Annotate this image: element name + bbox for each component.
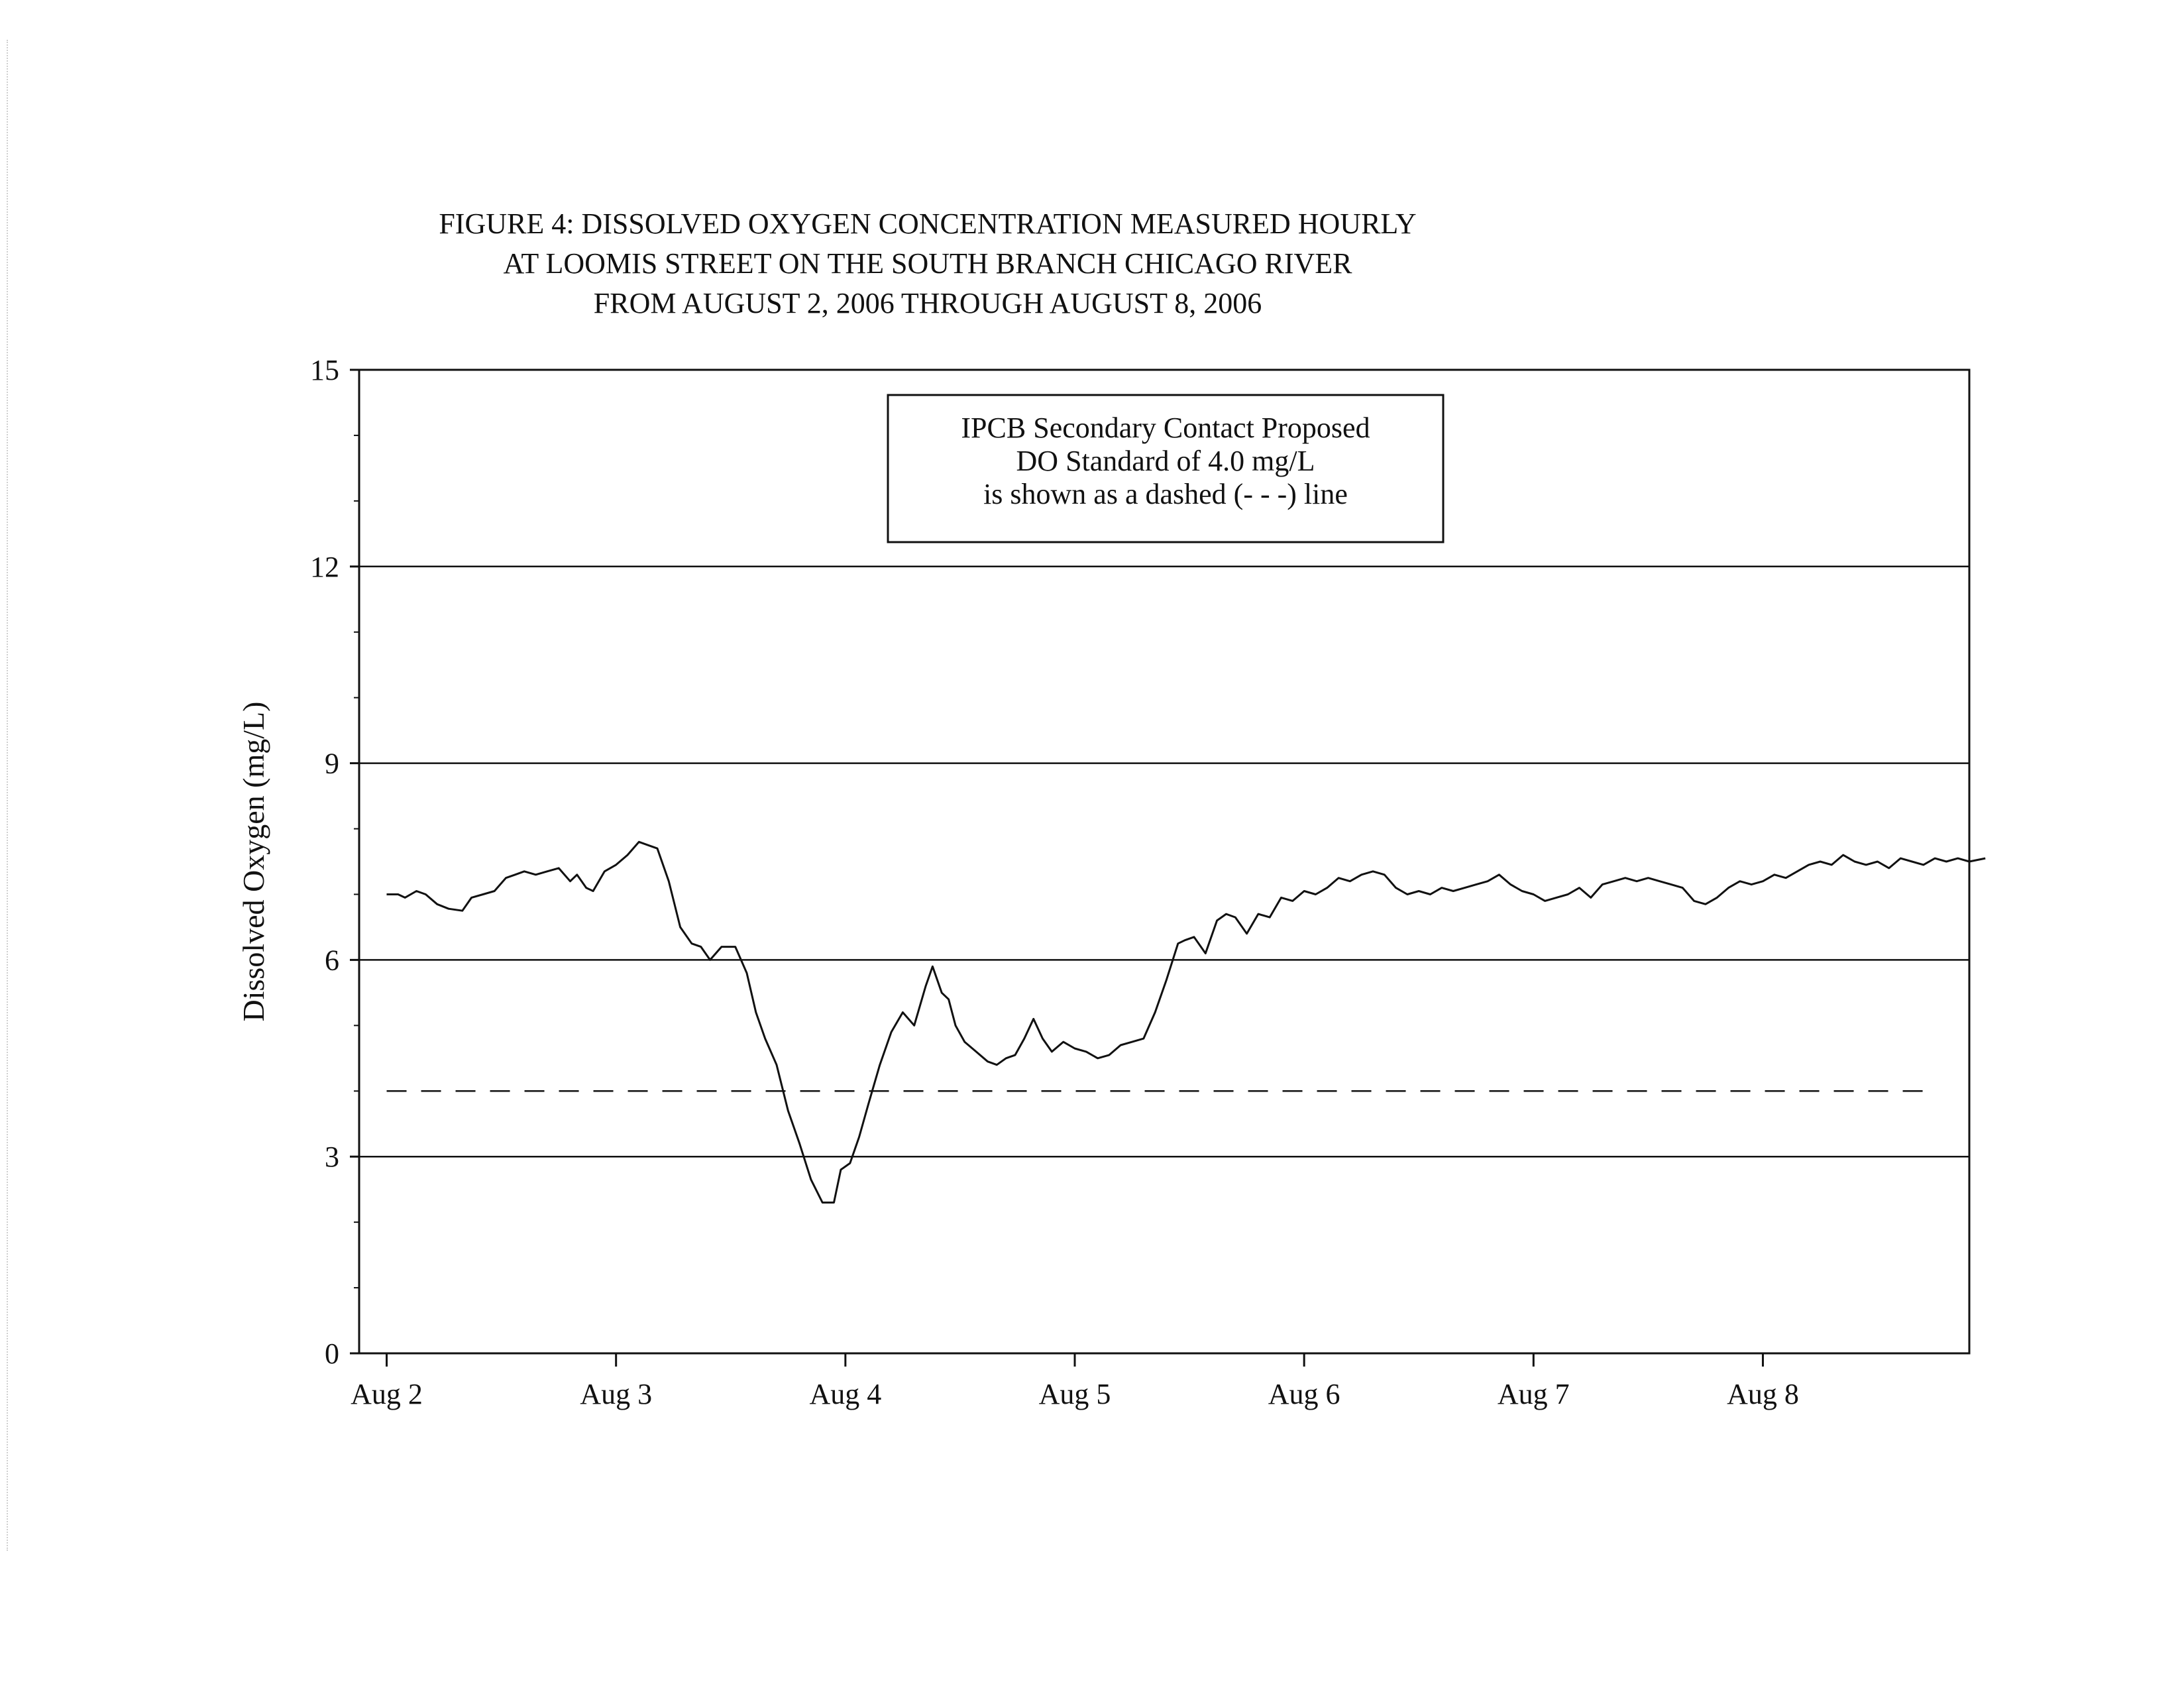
series-layer — [386, 840, 1986, 1204]
x-tick-label: Aug 6 — [1268, 1378, 1340, 1410]
x-tick-label: Aug 5 — [1039, 1378, 1111, 1410]
y-tick-label: 9 — [325, 748, 339, 780]
chart-title-line: FIGURE 4: DISSOLVED OXYGEN CONCENTRATION… — [439, 207, 1416, 240]
y-tick-label: 15 — [310, 354, 339, 386]
x-tick-label: Aug 3 — [580, 1378, 652, 1410]
x-tick-label: Aug 7 — [1498, 1378, 1570, 1410]
note-box-frame — [887, 394, 1445, 543]
dissolved-oxygen-line — [386, 840, 1986, 1204]
x-tick-label: Aug 4 — [809, 1378, 881, 1410]
y-tick-label: 0 — [325, 1337, 339, 1370]
note-line: is shown as a dashed (- - -) line — [983, 478, 1348, 510]
chart-title-line: AT LOOMIS STREET ON THE SOUTH BRANCH CHI… — [504, 247, 1353, 280]
grid-lines — [359, 565, 1969, 1158]
tick-labels: 0 3 6 9 12 15 Aug 2 Aug 3 Aug 4 Aug 5 Aug 6 Aug 7 Au… — [310, 354, 1799, 1410]
y-tick-label: 12 — [310, 551, 339, 583]
x-tick-label: Aug 2 — [351, 1378, 423, 1410]
page-edge-dots — [7, 40, 8, 1551]
y-tick-label: 6 — [325, 944, 339, 976]
chart-title: FIGURE 4: DISSOLVED OXYGEN CONCENTRATION… — [439, 207, 1416, 319]
y-axis-label: Dissolved Oxygen (mg/L) — [237, 702, 270, 1022]
note-line: DO Standard of 4.0 mg/L — [1016, 445, 1315, 477]
chart-title-line: FROM AUGUST 2, 2006 THROUGH AUGUST 8, 20… — [594, 287, 1262, 319]
x-tick-label: Aug 8 — [1727, 1378, 1799, 1410]
note-line: IPCB Secondary Contact Proposed — [961, 412, 1370, 444]
y-tick-label: 3 — [325, 1141, 339, 1173]
